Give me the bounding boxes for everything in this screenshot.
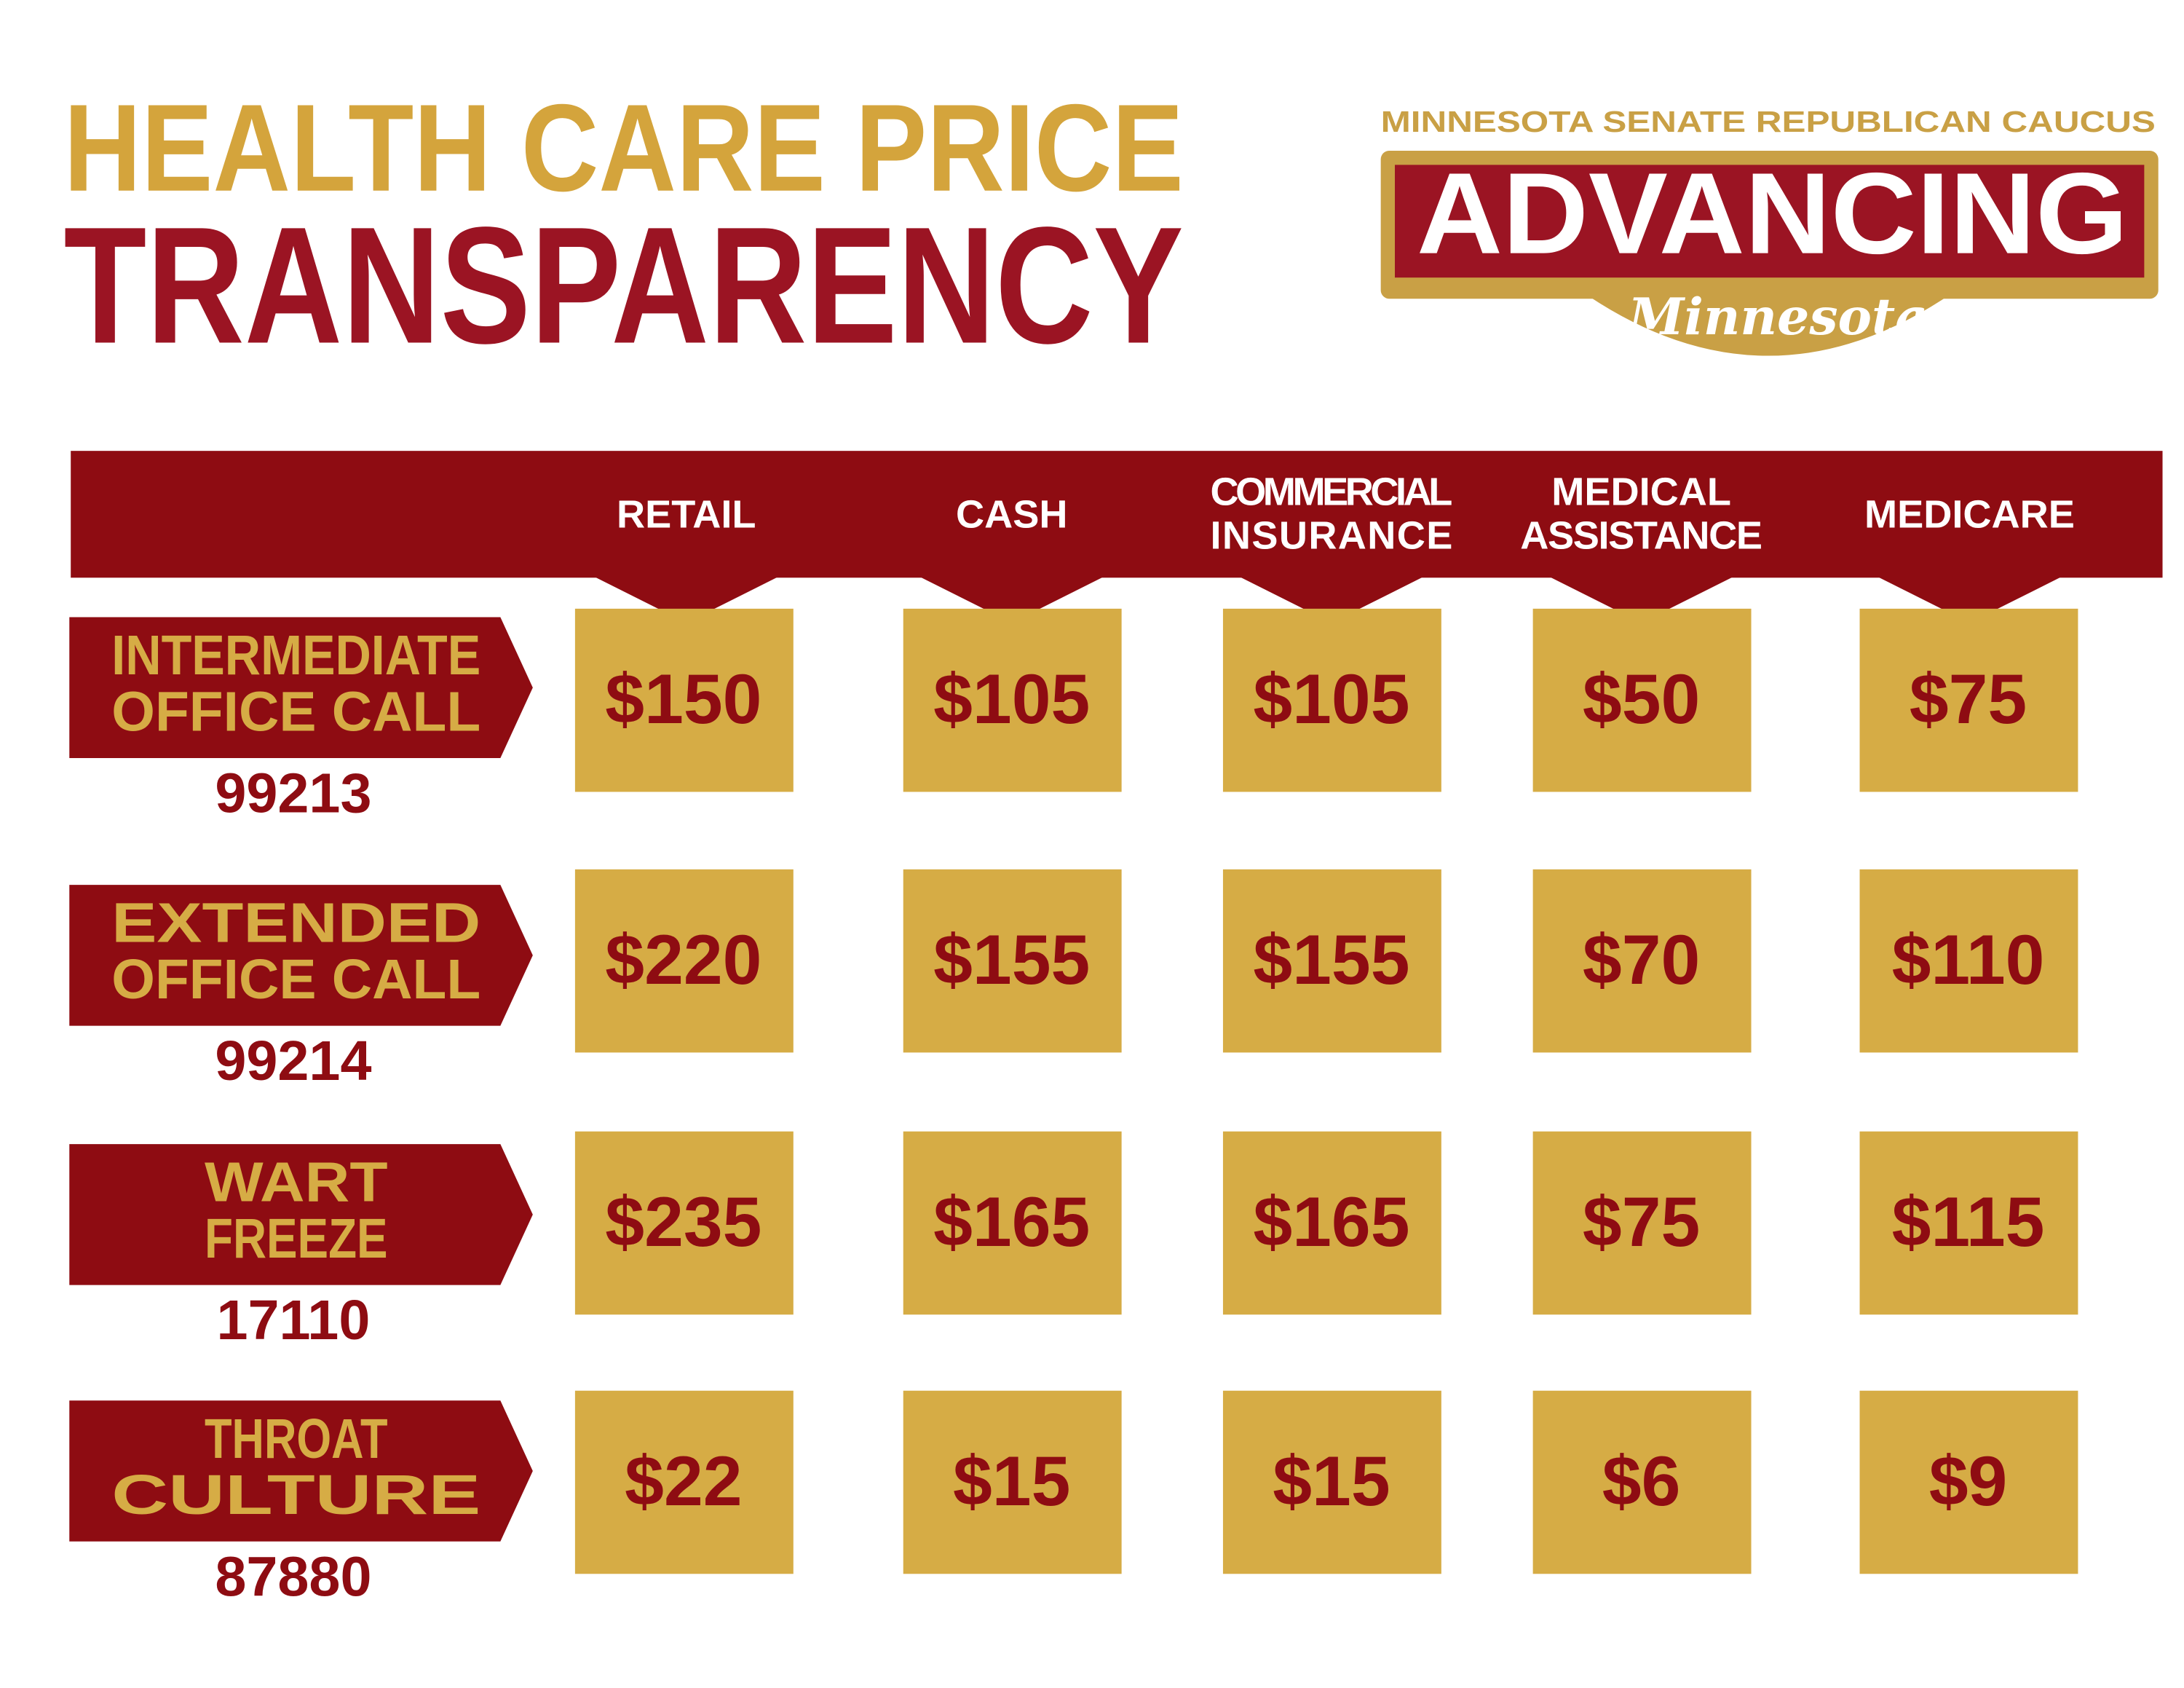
price: $75 [1583, 1182, 1700, 1261]
price-box [574, 869, 794, 1053]
price: $110 [1892, 920, 2045, 999]
header-pointer [1546, 575, 1738, 623]
row-label-arrow [69, 1400, 533, 1542]
price-box [1222, 869, 1441, 1053]
title-line1: HEALTH CARE PRICE [64, 79, 1184, 218]
row-label: OFFICE CALL [111, 680, 480, 743]
logo-caucus: MINNESOTA SENATE REPUBLICAN CAUCUS [1381, 105, 2156, 138]
price: $70 [1583, 920, 1700, 999]
price: $165 [1253, 1182, 1409, 1261]
column-header: COMMERCIAL [1211, 470, 1453, 513]
logo-wordmark: ADVANCING [1417, 149, 2128, 278]
price: $15 [1273, 1441, 1390, 1521]
row-label: INTERMEDIATE [111, 624, 480, 687]
price: $9 [1929, 1441, 2008, 1521]
price: $22 [625, 1441, 742, 1521]
logo-band [1395, 165, 2145, 278]
price-box [1222, 1390, 1441, 1574]
row-label: THROAT [205, 1408, 388, 1470]
price-box [574, 608, 794, 792]
price-box [903, 1390, 1122, 1574]
row-code: 87880 [215, 1545, 371, 1608]
column-header: MEDICAL [1551, 470, 1731, 513]
price: $105 [933, 659, 1090, 738]
price: $155 [933, 920, 1090, 999]
row-code: 99213 [215, 762, 371, 825]
row-label: FREEZE [205, 1207, 388, 1270]
price: $220 [605, 920, 761, 999]
row-label: OFFICE CALL [111, 948, 480, 1011]
price-box [903, 608, 1122, 792]
row-code: 17110 [216, 1289, 370, 1352]
row-label: CULTURE [111, 1464, 480, 1526]
price-box [903, 1131, 1122, 1315]
header-pointer [590, 575, 783, 623]
price-box [1859, 1131, 2078, 1315]
price-box [1222, 608, 1441, 792]
price: $15 [953, 1441, 1070, 1521]
title-line2: TRANSPARENCY [64, 193, 1184, 379]
row-label: EXTENDED [111, 892, 480, 955]
row-label: WART [205, 1151, 388, 1214]
column-header: CASH [956, 492, 1067, 536]
price: $115 [1892, 1182, 2045, 1261]
row-label-arrow [69, 885, 533, 1026]
column-header: RETAIL [617, 492, 756, 536]
header-pointer [1873, 575, 2066, 623]
price: $150 [605, 659, 761, 738]
header-band [71, 451, 2163, 578]
row-label-arrow [69, 1144, 533, 1285]
logo-arc [1578, 288, 1958, 356]
price-box [903, 869, 1122, 1053]
price: $75 [1910, 659, 2027, 738]
price-box [1532, 1390, 1752, 1574]
row-label-arrow [69, 617, 533, 758]
price-box [1859, 1390, 2078, 1574]
price: $155 [1253, 920, 1409, 999]
price-box [1532, 608, 1752, 792]
price-box [574, 1390, 794, 1574]
column-header: MEDICARE [1864, 492, 2075, 536]
column-header: INSURANCE [1211, 513, 1453, 557]
logo-script: Minnesota [1626, 288, 1928, 347]
logo: MINNESOTA SENATE REPUBLICAN CAUCUS ADVAN… [1380, 105, 2159, 356]
row-code: 99214 [215, 1030, 371, 1092]
header-pointer [1235, 575, 1428, 623]
price-box [574, 1131, 794, 1315]
price: $235 [605, 1182, 761, 1261]
price-box [1859, 869, 2078, 1053]
price-box [1859, 608, 2078, 792]
price: $50 [1583, 659, 1700, 738]
price: $105 [1253, 659, 1409, 738]
price: $165 [933, 1182, 1090, 1261]
price-box [1222, 1131, 1441, 1315]
price-box [1532, 869, 1752, 1053]
column-header: ASSISTANCE [1520, 513, 1762, 557]
header-pointer [916, 575, 1108, 623]
price: $6 [1602, 1441, 1681, 1521]
price-box [1532, 1131, 1752, 1315]
